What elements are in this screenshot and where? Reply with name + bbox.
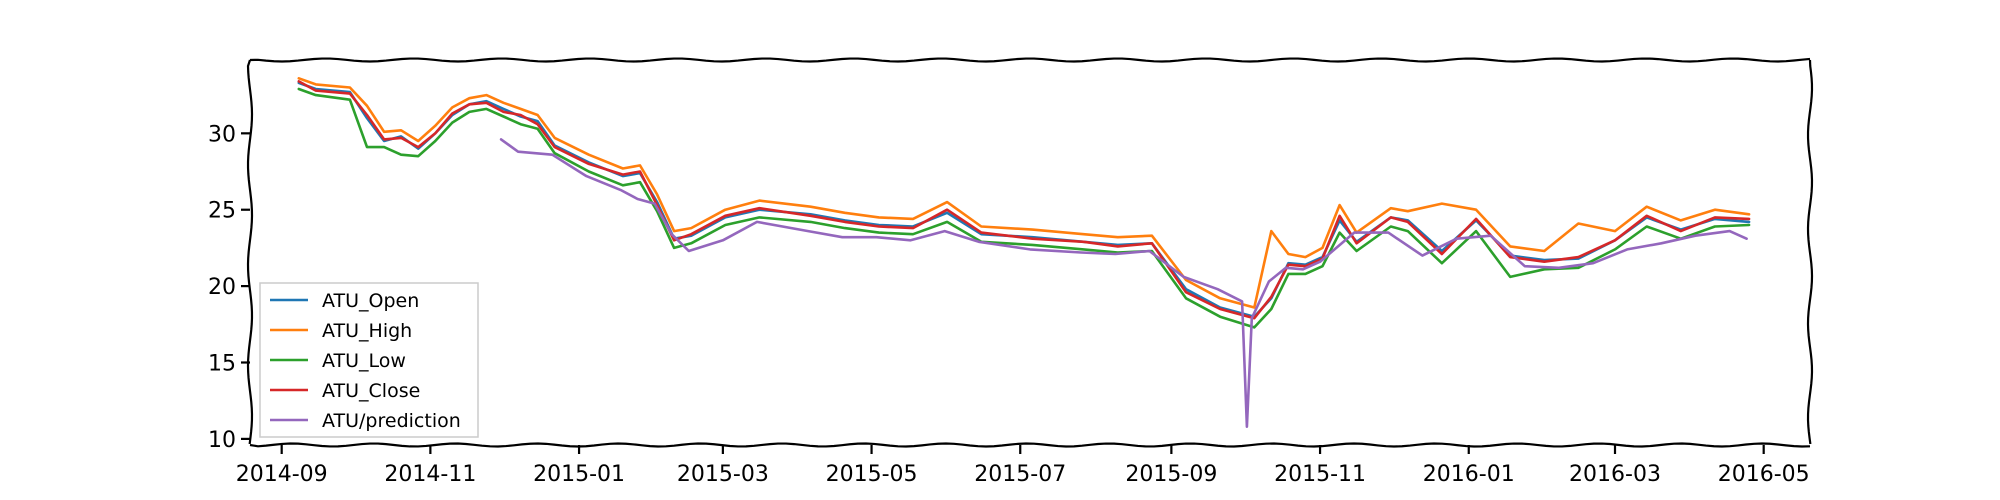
x-tick-label: 2016-05 xyxy=(1718,462,1810,487)
plot-lines xyxy=(297,77,1751,428)
series-line-atu-prediction xyxy=(499,138,1748,428)
frame-right xyxy=(1806,59,1814,445)
y-tick-label: 20 xyxy=(208,275,236,300)
series-line-atu-low xyxy=(297,87,1751,329)
frame-left xyxy=(246,59,254,445)
x-tick-label: 2016-03 xyxy=(1569,462,1661,487)
x-tick-label: 2014-11 xyxy=(384,462,476,487)
x-tick-label: 2016-01 xyxy=(1423,462,1515,487)
y-axis: 10 15 20 25 30 xyxy=(208,122,250,453)
x-tick-label: 2015-03 xyxy=(677,462,769,487)
frame-top xyxy=(249,57,1811,63)
x-tick-label: 2015-11 xyxy=(1274,462,1366,487)
legend-label-atu-low: ATU_Low xyxy=(322,350,406,372)
y-tick-label: 15 xyxy=(208,352,236,377)
x-tick-label: 2015-05 xyxy=(826,462,918,487)
legend-label-atu-open: ATU_Open xyxy=(322,290,419,312)
legend-label-atu-close: ATU_Close xyxy=(322,380,420,402)
x-tick-label: 2015-07 xyxy=(974,462,1066,487)
y-tick-label: 25 xyxy=(208,199,236,224)
legend: ATU_Open ATU_High ATU_Low ATU_Close ATU/pred… xyxy=(259,282,479,438)
series-line-atu-open xyxy=(297,81,1751,318)
legend-label-atu-prediction: ATU/prediction xyxy=(322,410,461,432)
series-line-atu-close xyxy=(297,80,1751,320)
x-tick-label: 2015-09 xyxy=(1125,462,1217,487)
frame-bottom xyxy=(249,442,1811,448)
x-tick-label: 2014-09 xyxy=(236,462,328,487)
legend-label-atu-high: ATU_High xyxy=(322,320,412,342)
axes-frame xyxy=(246,57,1814,448)
legend-box xyxy=(259,282,479,438)
x-tick-label: 2015-01 xyxy=(533,462,625,487)
x-axis: 2014-09 2014-11 2015-01 2015-03 2015-05 2015-… xyxy=(236,445,1810,487)
y-tick-label: 10 xyxy=(208,428,236,453)
y-tick-label: 30 xyxy=(208,122,236,147)
series-line-atu-high xyxy=(297,77,1751,309)
